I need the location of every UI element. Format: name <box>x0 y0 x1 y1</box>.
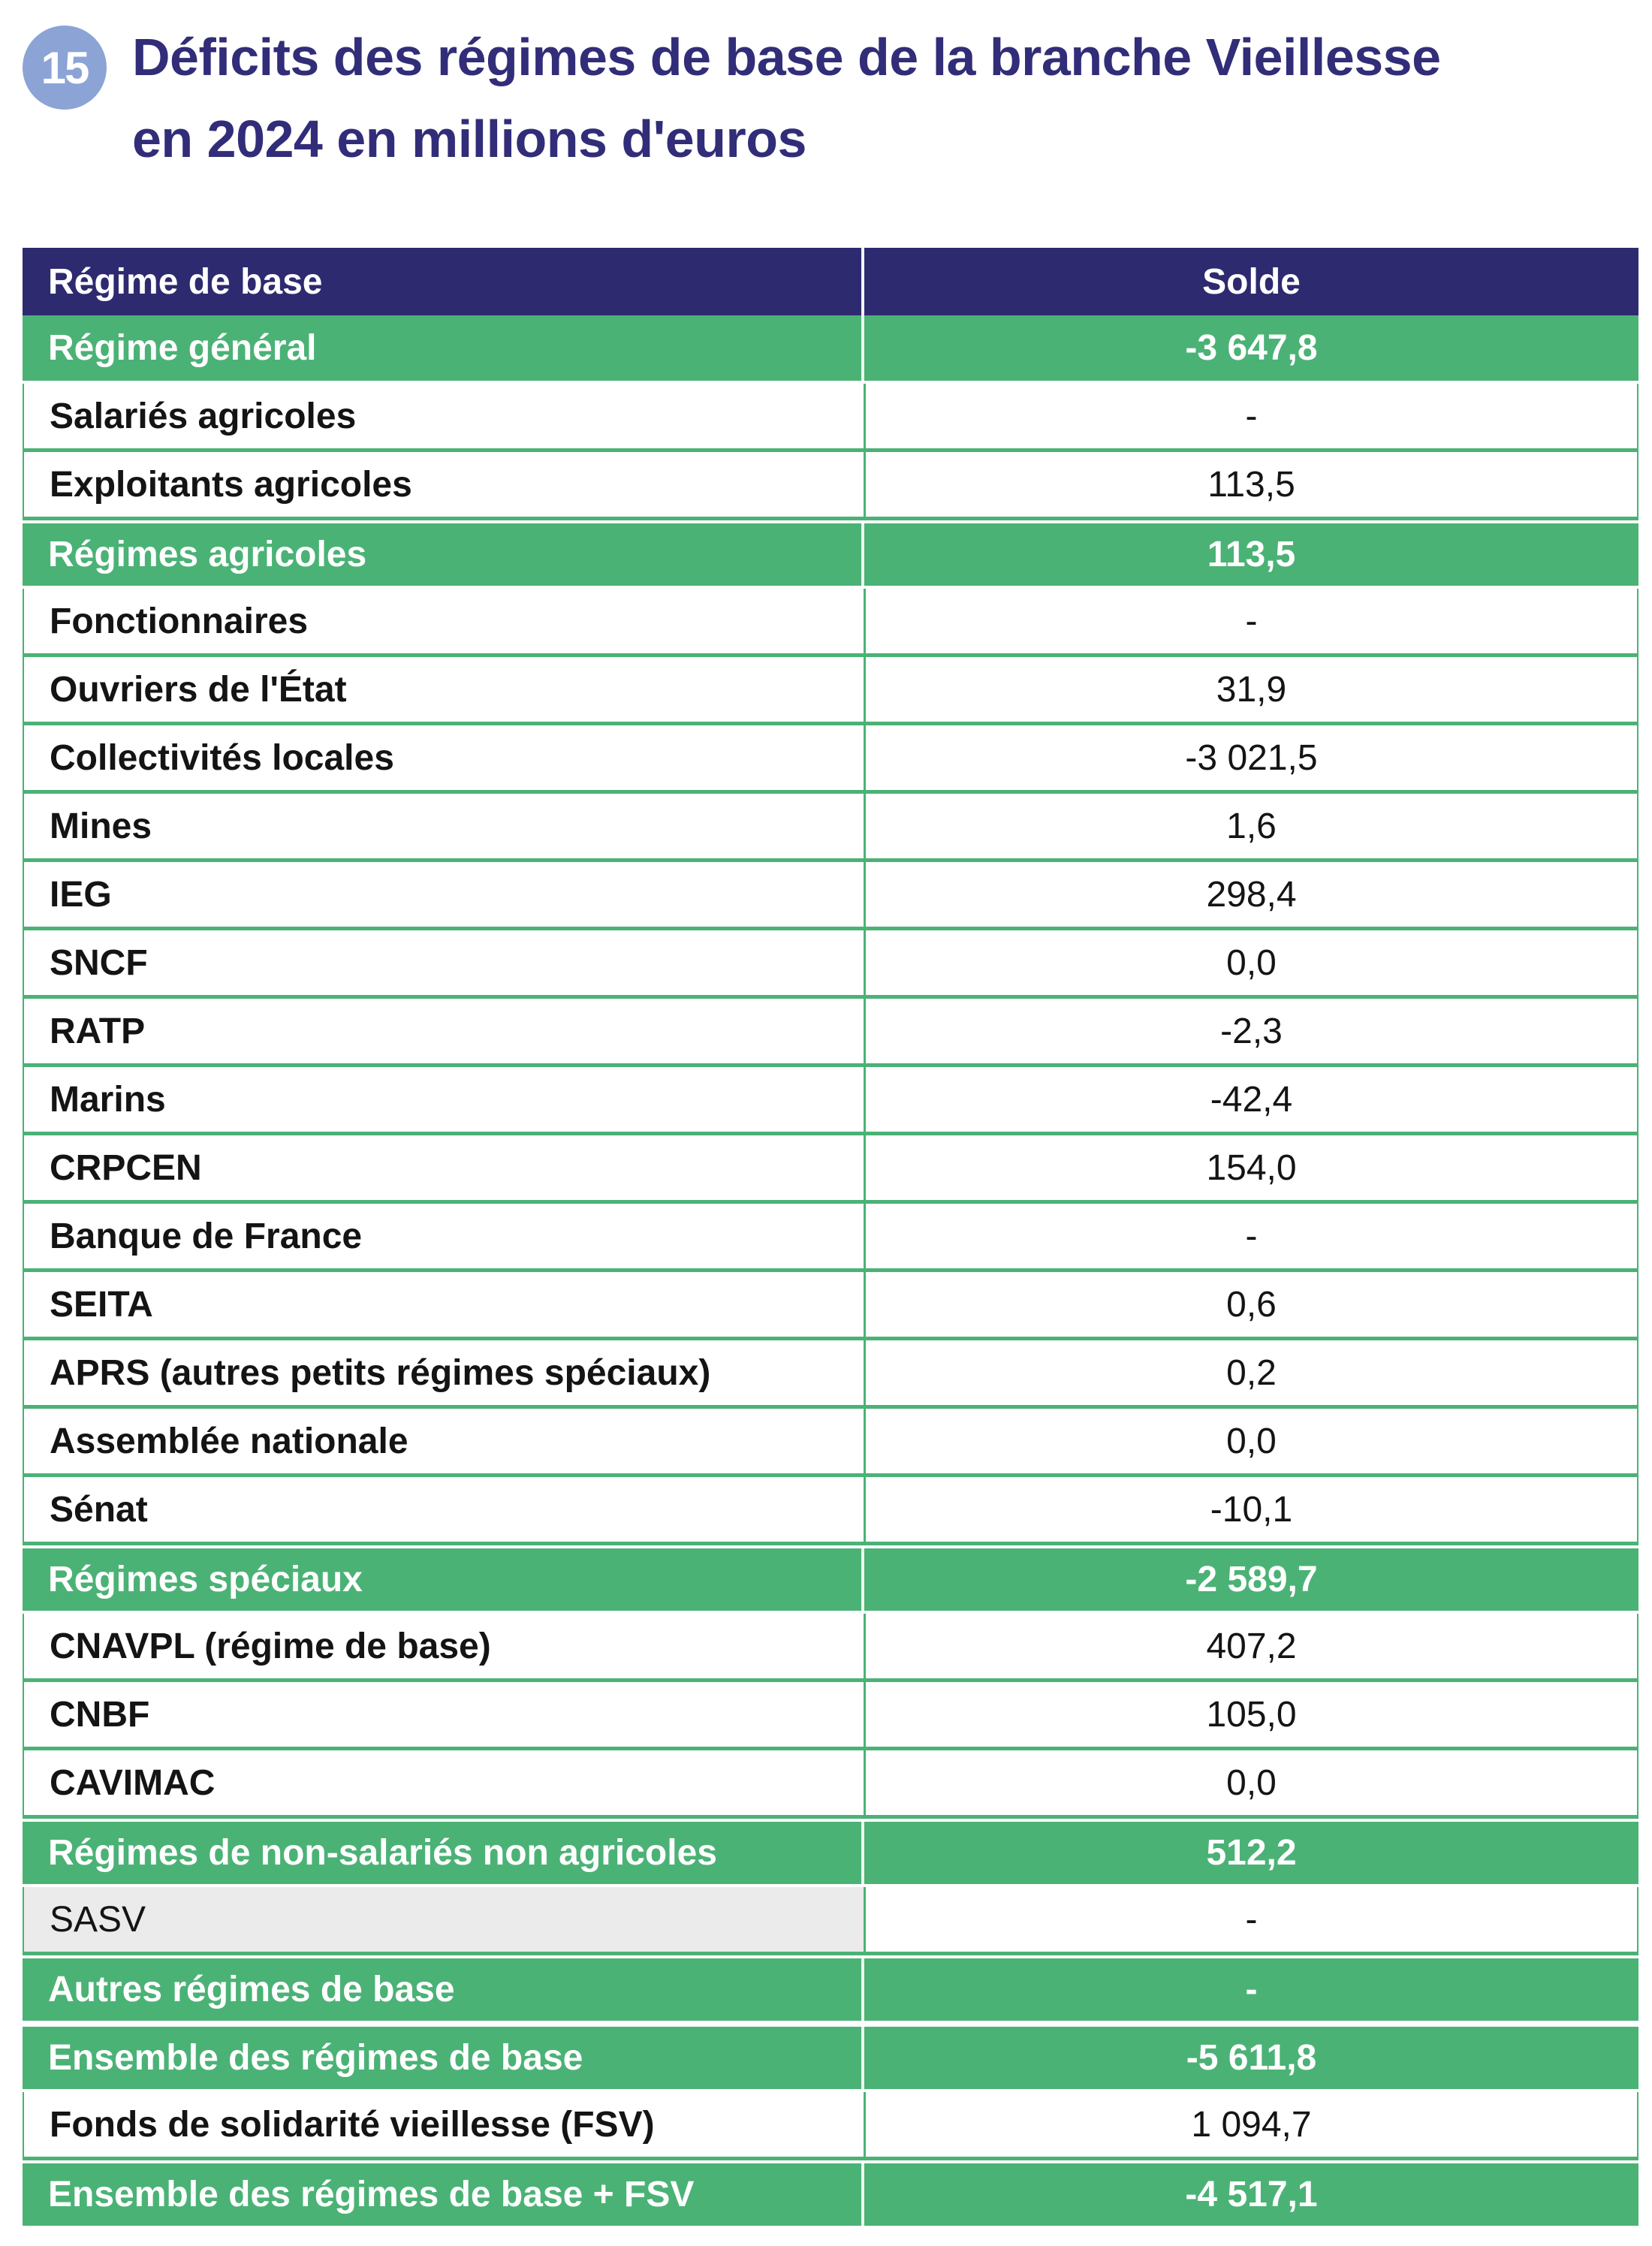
solde-value-cell: 0,0 <box>1226 1421 1277 1461</box>
solde-value-cell: - <box>1245 1216 1258 1256</box>
solde-value-cell: 1,6 <box>1226 806 1277 846</box>
table-row: SNCF 0,0 <box>23 930 1638 999</box>
regime-label-cell: Mines <box>24 794 866 858</box>
solde-value-cell: -42,4 <box>1210 1079 1293 1120</box>
table-row: Régimes de non-salariés non agricoles 51… <box>23 1819 1638 1887</box>
table-row: Régimes spéciaux -2 589,7 <box>23 1545 1638 1614</box>
regime-label-cell: SEITA <box>24 1272 866 1337</box>
solde-value-cell: 113,5 <box>1207 464 1295 505</box>
regime-label-cell: Salariés agricoles <box>24 384 866 448</box>
table-row: Sénat -10,1 <box>23 1477 1638 1545</box>
regime-label-cell: Sénat <box>24 1477 866 1542</box>
solde-value-cell: 298,4 <box>1206 874 1297 915</box>
solde-value-cell: -2 589,7 <box>1185 1560 1318 1599</box>
table-row: CNBF 105,0 <box>23 1682 1638 1750</box>
regime-label-cell: Assemblée nationale <box>24 1409 866 1473</box>
table-row: Fonctionnaires - <box>23 589 1638 657</box>
regime-label-cell: Ensemble des régimes de base + FSV <box>23 2163 864 2226</box>
table-row: Fonds de solidarité vieillesse (FSV) 1 0… <box>23 2092 1638 2160</box>
regime-label-cell: Fonds de solidarité vieillesse (FSV) <box>24 2092 866 2157</box>
regime-label-cell: IEG <box>24 862 866 927</box>
solde-value-cell: 0,0 <box>1226 942 1277 983</box>
figure-number: 15 <box>41 42 90 93</box>
table-row: Régimes agricoles 113,5 <box>23 520 1638 589</box>
solde-value-cell: 105,0 <box>1206 1694 1297 1735</box>
table-row: Banque de France - <box>23 1204 1638 1272</box>
regime-label-cell: Fonctionnaires <box>24 589 866 653</box>
solde-value-cell: - <box>1245 396 1258 436</box>
regime-label-cell: RATP <box>24 999 866 1063</box>
table-row: Exploitants agricoles 113,5 <box>23 452 1638 520</box>
table-row: Assemblée nationale 0,0 <box>23 1409 1638 1477</box>
table-row: SASV - <box>23 1887 1638 1955</box>
solde-value-cell: - <box>1245 1970 1258 2009</box>
solde-value-cell: -2,3 <box>1220 1011 1283 1051</box>
regime-label-cell: Exploitants agricoles <box>24 452 866 517</box>
table-row: Mines 1,6 <box>23 794 1638 862</box>
table-row: Ensemble des régimes de base + FSV -4 51… <box>23 2160 1638 2229</box>
solde-value-cell: 1 094,7 <box>1191 2104 1312 2145</box>
table-row: APRS (autres petits régimes spéciaux) 0,… <box>23 1340 1638 1409</box>
table-body: Régime général -3 647,8 Salariés agricol… <box>23 315 1638 2229</box>
table-row: Ensemble des régimes de base -5 611,8 <box>23 2024 1638 2092</box>
regime-label-cell: APRS (autres petits régimes spéciaux) <box>24 1340 866 1405</box>
solde-value-cell: 31,9 <box>1216 669 1287 710</box>
regime-label-cell: CNAVPL (régime de base) <box>24 1614 866 1678</box>
table-row: Marins -42,4 <box>23 1067 1638 1135</box>
regime-label-cell: Marins <box>24 1067 866 1132</box>
figure-title-line2: en 2024 en millions d'euros <box>132 109 806 168</box>
regime-label-cell: SASV <box>24 1887 866 1952</box>
regime-label-cell: Régimes de non-salariés non agricoles <box>23 1822 864 1884</box>
regime-label-cell: SNCF <box>24 930 866 995</box>
solde-value-cell: -4 517,1 <box>1185 2175 1318 2214</box>
solde-value-cell: -5 611,8 <box>1186 2038 1317 2078</box>
regime-label-cell: Ouvriers de l'État <box>24 657 866 722</box>
regime-label-cell: Régime général <box>23 315 864 381</box>
table-header-row: Régime de base Solde <box>23 248 1638 315</box>
solde-value-cell: -3 647,8 <box>1185 328 1318 368</box>
solde-value-cell: 0,0 <box>1226 1762 1277 1803</box>
table-row: SEITA 0,6 <box>23 1272 1638 1340</box>
solde-value-cell: -3 021,5 <box>1185 737 1318 778</box>
regime-label-cell: CAVIMAC <box>24 1750 866 1815</box>
solde-value-cell: - <box>1245 601 1258 641</box>
solde-value-cell: 512,2 <box>1206 1833 1297 1873</box>
solde-value-cell: 0,6 <box>1226 1284 1277 1325</box>
solde-value-cell: 154,0 <box>1206 1147 1297 1188</box>
solde-value-cell: -10,1 <box>1210 1489 1293 1530</box>
table-row: Ouvriers de l'État 31,9 <box>23 657 1638 725</box>
table-row: CAVIMAC 0,0 <box>23 1750 1638 1819</box>
regime-label-cell: CNBF <box>24 1682 866 1747</box>
table-row: CNAVPL (régime de base) 407,2 <box>23 1614 1638 1682</box>
regime-label-cell: Autres régimes de base <box>23 1958 864 2021</box>
regime-label-cell: Régimes spéciaux <box>23 1548 864 1611</box>
header-regime-cell: Régime de base <box>23 248 864 315</box>
header-solde-cell: Solde <box>1202 261 1301 302</box>
regime-label-cell: Collectivités locales <box>24 725 866 790</box>
solde-value-cell: 113,5 <box>1207 535 1296 574</box>
table-row: Salariés agricoles - <box>23 384 1638 452</box>
regime-label-cell: Ensemble des régimes de base <box>23 2027 864 2089</box>
deficits-table: Régime de base Solde Régime général -3 6… <box>23 248 1638 2229</box>
regime-label-cell: Régimes agricoles <box>23 523 864 586</box>
figure-title-line1: Déficits des régimes de base de la branc… <box>132 28 1441 86</box>
regime-label-cell: Banque de France <box>24 1204 866 1268</box>
table-row: Régime général -3 647,8 <box>23 315 1638 384</box>
table-row: Collectivités locales -3 021,5 <box>23 725 1638 794</box>
solde-value-cell: 0,2 <box>1226 1352 1277 1393</box>
solde-value-cell: 407,2 <box>1206 1626 1297 1666</box>
solde-value-cell: - <box>1245 1899 1258 1940</box>
table-row: CRPCEN 154,0 <box>23 1135 1638 1204</box>
table-row: RATP -2,3 <box>23 999 1638 1067</box>
table-row: IEG 298,4 <box>23 862 1638 930</box>
figure-number-badge: 15 <box>23 26 107 110</box>
figure-title: Déficits des régimes de base de la branc… <box>132 17 1604 179</box>
table-row: Autres régimes de base - <box>23 1955 1638 2024</box>
regime-label-cell: CRPCEN <box>24 1135 866 1200</box>
